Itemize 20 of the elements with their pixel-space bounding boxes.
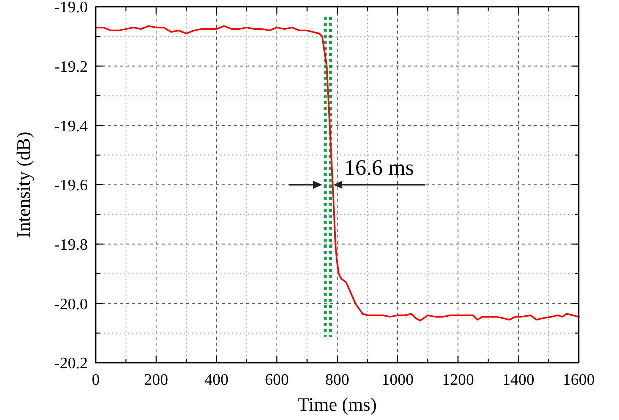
x-tick-label: 0 xyxy=(92,372,100,389)
y-tick-label: -19.6 xyxy=(54,178,88,195)
y-tick-label: -20.0 xyxy=(54,296,88,314)
x-tick-label: 200 xyxy=(144,372,168,389)
y-tick-label: -20.2 xyxy=(54,356,88,373)
y-axis-title: Intensity (dB) xyxy=(14,132,35,238)
annotation: 16.6 ms xyxy=(344,155,414,180)
x-tick-label: 800 xyxy=(326,372,350,389)
x-tick-label: 600 xyxy=(265,372,290,389)
x-axis-title: Time (ms) xyxy=(298,395,378,416)
x-tick-label: 400 xyxy=(204,372,229,389)
y-tick-label: -19.4 xyxy=(54,118,88,136)
x-tick-label: 1000 xyxy=(382,372,414,389)
y-tick-label: -19.8 xyxy=(54,236,88,254)
line-series xyxy=(95,25,580,322)
y-tick-label: -19.2 xyxy=(54,58,88,76)
x-tick-label: 1600 xyxy=(563,372,595,389)
x-tick-label: 1400 xyxy=(502,372,535,389)
y-tick-label: -19.0 xyxy=(54,0,88,17)
x-tick-label: 1200 xyxy=(442,372,474,389)
